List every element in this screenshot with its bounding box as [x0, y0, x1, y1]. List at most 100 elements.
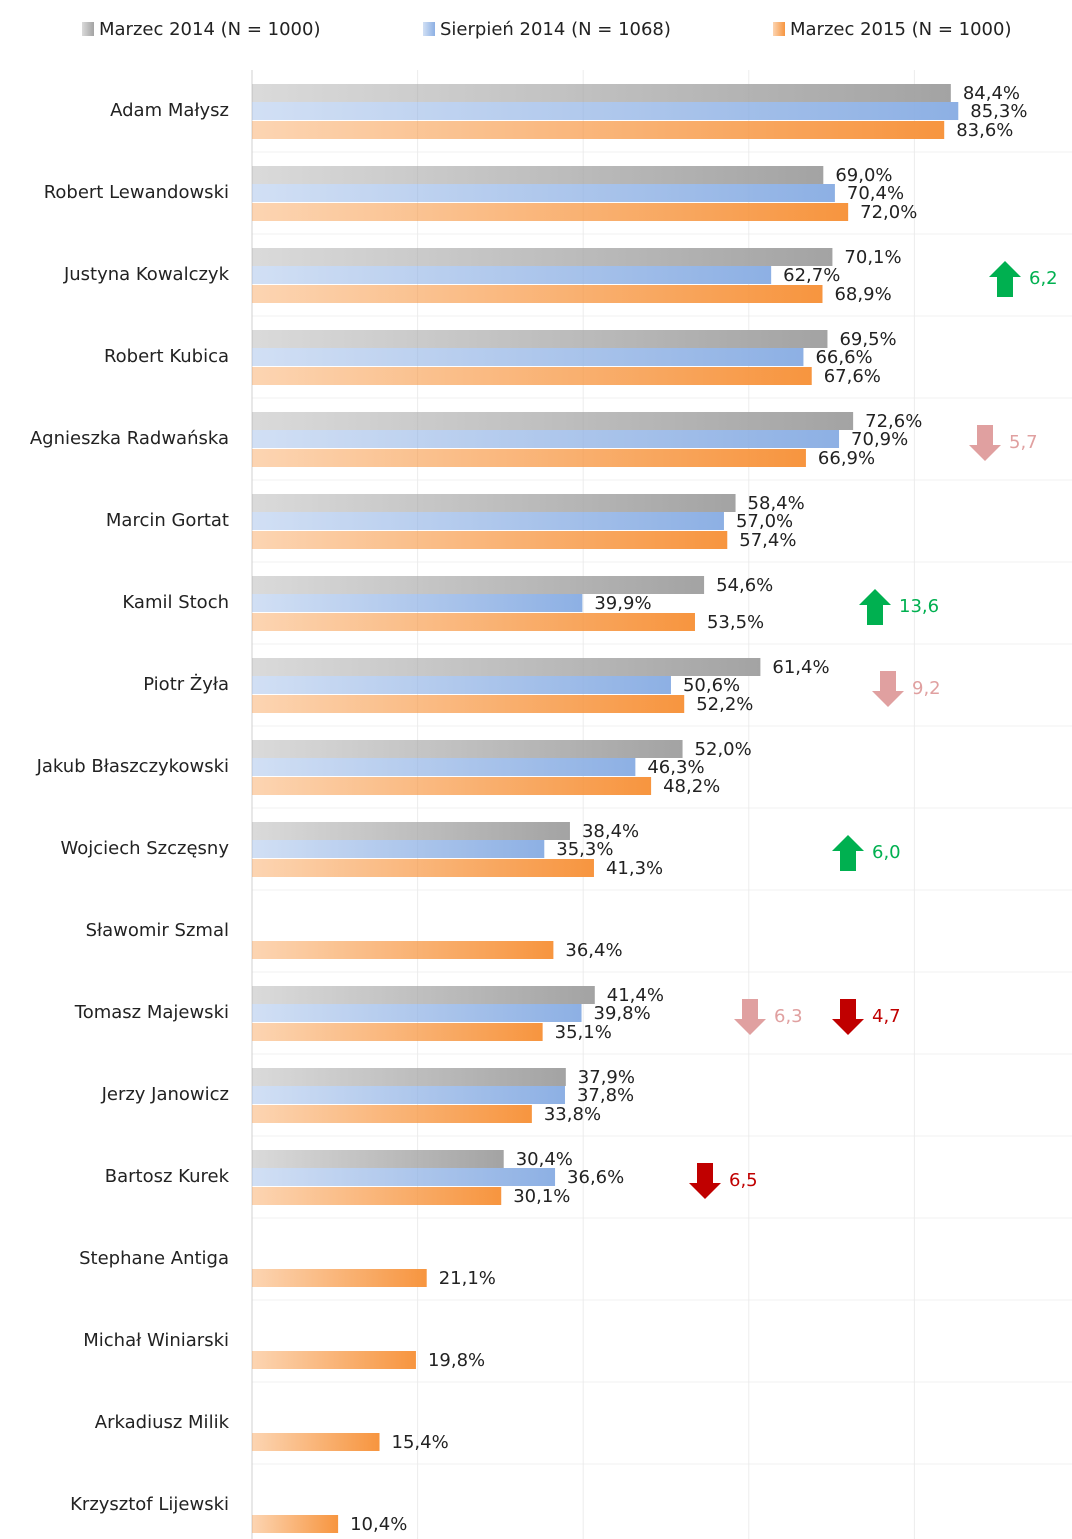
bar: [252, 494, 736, 512]
value-label: 37,8%: [577, 1085, 634, 1106]
value-label: 52,0%: [695, 739, 752, 760]
value-label: 67,6%: [824, 366, 881, 387]
value-label: 72,0%: [860, 202, 917, 223]
category-label: Jerzy Janowicz: [101, 1084, 229, 1105]
category-label: Adam Małysz: [110, 100, 229, 121]
bar: [252, 1168, 556, 1186]
value-label: 21,1%: [439, 1268, 496, 1289]
bar: [252, 330, 828, 348]
arrow: [989, 261, 1021, 297]
bar: [252, 1351, 416, 1369]
legend-swatch: [773, 22, 785, 36]
arrow: [832, 999, 864, 1035]
bar: [252, 1433, 380, 1451]
value-label: 10,4%: [350, 1514, 407, 1535]
arrow: [969, 425, 1001, 461]
category-label: Wojciech Szczęsny: [61, 838, 230, 859]
value-label: 36,4%: [565, 940, 622, 961]
value-label: 69,0%: [835, 165, 892, 186]
annotation-label: 9,2: [912, 678, 941, 699]
annotation-label: 4,7: [872, 1006, 901, 1027]
bar: [252, 1004, 582, 1022]
value-label: 83,6%: [956, 120, 1013, 141]
value-label: 37,9%: [578, 1067, 635, 1088]
annotation-label: 5,7: [1009, 432, 1038, 453]
category-label: Jakub Błaszczykowski: [36, 756, 229, 777]
value-label: 50,6%: [683, 675, 740, 696]
bar: [252, 758, 636, 776]
bar: [252, 676, 671, 694]
value-label: 30,1%: [513, 1186, 570, 1207]
category-label: Krzysztof Lijewski: [70, 1494, 229, 1515]
value-label: 57,4%: [739, 530, 796, 551]
value-label: 84,4%: [963, 83, 1020, 104]
arrow: [872, 671, 904, 707]
bar: [252, 102, 959, 120]
bar: [252, 166, 824, 184]
value-label: 70,4%: [847, 183, 904, 204]
bar: [252, 121, 945, 139]
category-label: Kamil Stoch: [122, 592, 229, 613]
bar: [252, 740, 683, 758]
bar: [252, 512, 724, 530]
value-label: 35,1%: [555, 1022, 612, 1043]
value-label: 33,8%: [544, 1104, 601, 1125]
bar: [252, 248, 833, 266]
value-label: 85,3%: [970, 101, 1027, 122]
category-label: Bartosz Kurek: [105, 1166, 230, 1187]
category-label: Tomasz Majewski: [74, 1002, 229, 1023]
value-label: 46,3%: [647, 757, 704, 778]
bar: [252, 986, 595, 1004]
bar: [252, 1150, 504, 1168]
legend-label: Sierpień 2014 (N = 1068): [440, 19, 671, 40]
bar: [252, 1515, 339, 1533]
category-label: Justyna Kowalczyk: [63, 264, 230, 285]
value-label: 69,5%: [839, 329, 896, 350]
value-label: 61,4%: [772, 657, 829, 678]
annotation-label: 6,0: [872, 842, 901, 863]
value-label: 66,9%: [818, 448, 875, 469]
category-label: Robert Lewandowski: [44, 182, 229, 203]
arrow: [859, 589, 891, 625]
bar: [252, 1105, 532, 1123]
bar: [252, 1068, 566, 1086]
category-label: Michał Winiarski: [83, 1330, 229, 1351]
bar: [252, 613, 695, 631]
value-label: 62,7%: [783, 265, 840, 286]
bar: [252, 658, 761, 676]
value-label: 54,6%: [716, 575, 773, 596]
bar: [252, 430, 840, 448]
legend-swatch: [82, 22, 94, 36]
bar: [252, 184, 835, 202]
value-label: 15,4%: [392, 1432, 449, 1453]
bar: [252, 1187, 502, 1205]
bar: [252, 1269, 427, 1287]
category-label: Marcin Gortat: [106, 510, 229, 531]
bar: [252, 777, 652, 795]
annotation-label: 13,6: [899, 596, 939, 617]
arrow: [689, 1163, 721, 1199]
category-label: Sławomir Szmal: [86, 920, 229, 941]
bar: [252, 859, 594, 877]
annotation-label: 6,3: [774, 1006, 803, 1027]
category-label: Robert Kubica: [104, 346, 229, 367]
value-label: 35,3%: [556, 839, 613, 860]
category-label: Arkadiusz Milik: [95, 1412, 230, 1433]
bar: [252, 348, 804, 366]
bar: [252, 285, 823, 303]
category-label: Agnieszka Radwańska: [30, 428, 229, 449]
value-label: 38,4%: [582, 821, 639, 842]
legend-label: Marzec 2015 (N = 1000): [790, 19, 1011, 40]
value-label: 39,8%: [594, 1003, 651, 1024]
value-label: 68,9%: [834, 284, 891, 305]
arrow: [734, 999, 766, 1035]
value-label: 53,5%: [707, 612, 764, 633]
bar: [252, 266, 772, 284]
value-label: 41,4%: [607, 985, 664, 1006]
value-label: 36,6%: [567, 1167, 624, 1188]
value-label: 72,6%: [865, 411, 922, 432]
arrow: [832, 835, 864, 871]
value-label: 57,0%: [736, 511, 793, 532]
category-label: Stephane Antiga: [79, 1248, 229, 1269]
